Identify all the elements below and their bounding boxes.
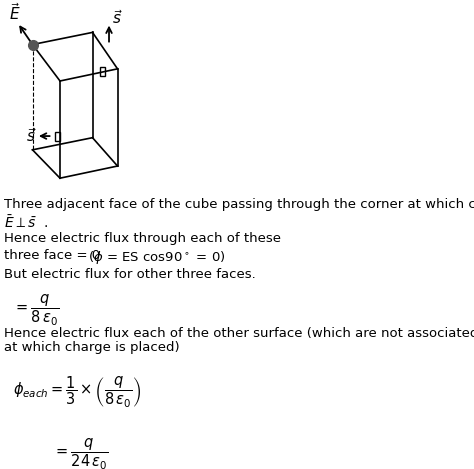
Text: $\vec{E}$: $\vec{E}$ (9, 2, 20, 23)
Text: $\phi_{each} = \dfrac{1}{3} \times \left(\dfrac{q}{8\,\epsilon_{0}}\right)$: $\phi_{each} = \dfrac{1}{3} \times \left… (12, 375, 141, 410)
Text: Hence electric flux through each of these: Hence electric flux through each of thes… (4, 233, 281, 245)
Text: at which charge is placed): at which charge is placed) (4, 341, 180, 354)
Text: $\vec{s}$: $\vec{s}$ (111, 9, 122, 27)
Text: But electric flux for other three faces.: But electric flux for other three faces. (4, 268, 256, 281)
Text: three face = 0: three face = 0 (4, 250, 100, 263)
Text: Hence electric flux each of the other surface (which are not associated with the: Hence electric flux each of the other su… (4, 327, 474, 340)
Text: Three adjacent face of the cube passing through the corner at which charge is pl: Three adjacent face of the cube passing … (4, 198, 474, 212)
Text: $\bar{E} \perp \bar{s}$  .: $\bar{E} \perp \bar{s}$ . (4, 214, 49, 231)
Text: $= \dfrac{q}{24\,\epsilon_0}$: $= \dfrac{q}{24\,\epsilon_0}$ (53, 437, 109, 469)
Text: $= \dfrac{q}{8\,\epsilon_0}$: $= \dfrac{q}{8\,\epsilon_0}$ (12, 293, 59, 328)
Text: ($\phi$ = ES cos90$^\circ$ = 0): ($\phi$ = ES cos90$^\circ$ = 0) (88, 250, 225, 266)
Text: $\vec{s}$: $\vec{s}$ (26, 127, 37, 145)
